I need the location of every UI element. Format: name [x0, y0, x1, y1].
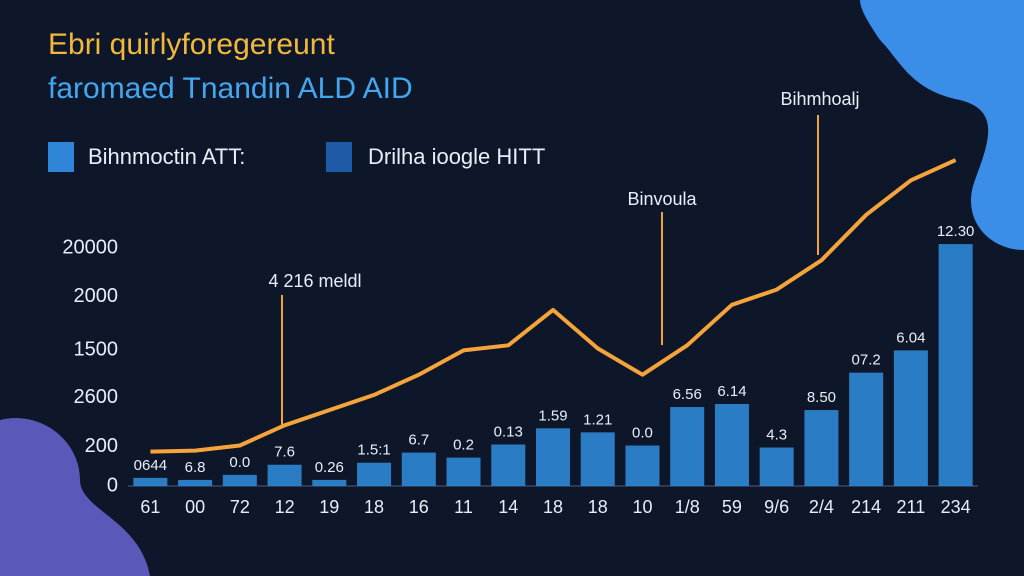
y-tick-label: 2000 [74, 285, 119, 307]
bar [536, 428, 570, 486]
bar-label: 6.04 [896, 329, 925, 346]
annotation: Binvoula [627, 189, 697, 209]
bar [357, 462, 392, 486]
bar-label: 6.8 [185, 459, 206, 476]
bar [401, 452, 436, 486]
x-tick-label: 00 [185, 497, 205, 517]
bar-label: 6.14 [717, 383, 746, 400]
bar [714, 404, 749, 486]
bar [759, 447, 794, 486]
x-tick-label: 10 [632, 497, 652, 517]
bar-label: 12.30 [937, 223, 975, 240]
bar [849, 372, 884, 486]
bar [804, 410, 839, 486]
x-tick-label: 14 [498, 497, 518, 517]
bar [491, 444, 526, 486]
x-tick-label: 2/4 [809, 497, 834, 517]
x-tick-label: 234 [941, 497, 971, 517]
y-tick-label: 2600 [74, 386, 119, 408]
bar-label: 7.6 [274, 444, 295, 461]
x-tick-label: 211 [897, 497, 926, 517]
chart-title: Ebri quirlyforegereunt [48, 28, 335, 61]
bar [580, 432, 615, 486]
x-tick-label: 9/6 [764, 497, 789, 517]
x-tick-label: 19 [319, 497, 339, 517]
legend-swatch [326, 142, 352, 172]
annotation: Bihmhoalj [780, 89, 859, 109]
x-tick-label: 214 [851, 497, 881, 517]
bar [446, 457, 481, 486]
bar [267, 464, 302, 486]
bar-label: 6.7 [408, 432, 429, 449]
x-tick-label: 18 [588, 497, 608, 517]
annotation: 4 216 meldl [268, 271, 361, 291]
bar [670, 407, 705, 486]
bar-label: 0.0 [632, 424, 653, 441]
bar-label: 1.59 [538, 407, 567, 424]
chart-subtitle: faromaed Tnandin ALD AID [48, 72, 413, 105]
bar [625, 445, 660, 486]
bar [178, 479, 213, 486]
legend-swatch [48, 142, 74, 172]
y-tick-label: 0 [107, 474, 118, 496]
x-tick-label: 18 [543, 497, 563, 517]
y-tick-label: 1500 [74, 339, 119, 361]
bar [222, 474, 257, 486]
bar-label: 0.0 [229, 454, 250, 471]
bar [938, 244, 973, 486]
x-tick-label: 72 [230, 497, 250, 517]
legend-label: Drilha ioogle HITT [368, 144, 545, 169]
bar [133, 477, 168, 486]
x-tick-label: 18 [364, 497, 384, 517]
line [150, 158, 957, 454]
x-tick-label: 61 [140, 497, 160, 517]
x-tick-label: 12 [275, 497, 295, 517]
bar-label: 07.2 [852, 352, 881, 369]
bar-label: 4.3 [766, 427, 787, 444]
blob [0, 418, 150, 576]
x-tick-label: 1/8 [675, 497, 700, 517]
bar [312, 479, 347, 486]
bar-label: 0.13 [494, 423, 523, 440]
bar-label: 0.26 [315, 459, 344, 476]
y-tick-label: 20000 [62, 236, 118, 258]
bar-label: 0644 [134, 457, 167, 474]
x-tick-label: 11 [454, 497, 473, 517]
x-tick-label: 59 [722, 497, 742, 517]
bar-label: 0.2 [453, 437, 474, 454]
bar-label: 1.5:1 [357, 442, 390, 459]
y-tick-label: 200 [85, 435, 118, 457]
bar-label: 6.56 [673, 386, 702, 403]
x-tick-label: 16 [409, 497, 429, 517]
bar-label: 8.50 [807, 389, 836, 406]
blob [860, 0, 1024, 250]
legend-label: Bihnmoctin ATT: [88, 144, 245, 169]
bar [893, 350, 928, 486]
bar-label: 1.21 [583, 411, 612, 428]
